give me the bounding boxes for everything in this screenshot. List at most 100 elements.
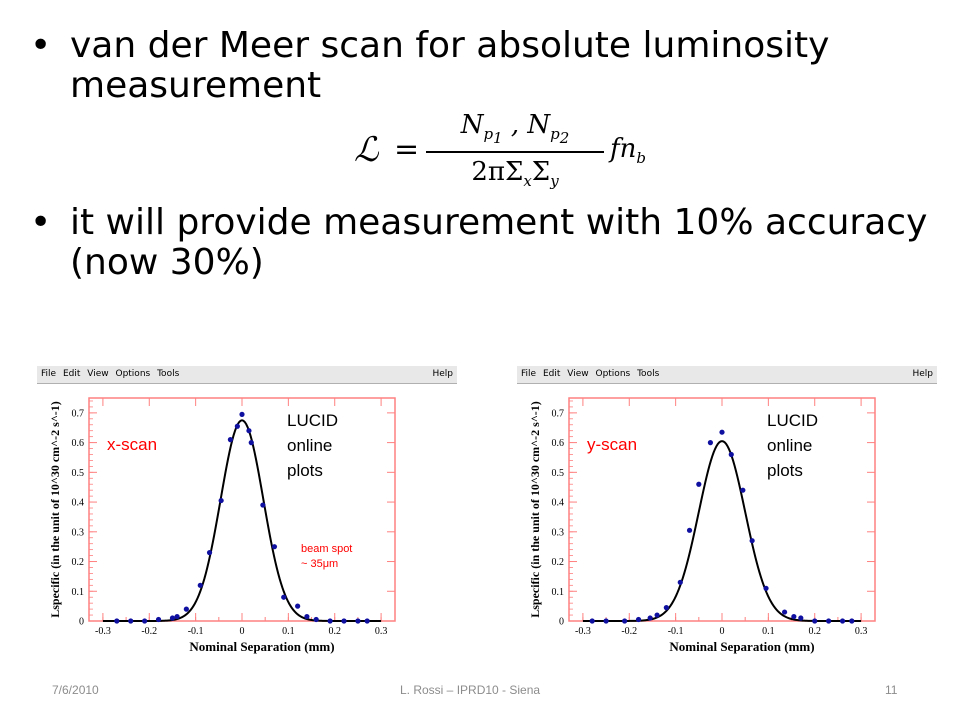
y-axis-label: Lspecific (in the unit of 10^30 cm^-2 s^… — [48, 401, 62, 618]
data-point — [622, 618, 628, 624]
data-point — [696, 481, 702, 487]
x-tick-label: -0.3 — [575, 626, 591, 637]
data-point — [839, 618, 846, 624]
x-tick-label: 0.2 — [328, 626, 341, 637]
data-point — [239, 411, 245, 417]
data-point — [155, 616, 162, 623]
plot-frame — [88, 397, 396, 622]
menu-view[interactable]: View — [567, 369, 589, 379]
footer-date: 7/6/2010 — [52, 683, 99, 697]
root-canvas-window-yscan: File Edit View Options Tools Help -0.3 -0… — [517, 366, 937, 666]
menu-options[interactable]: Options — [115, 369, 151, 379]
data-point — [341, 618, 347, 624]
x-tick-label: -0.1 — [188, 626, 204, 637]
data-point — [234, 423, 240, 429]
data-point — [677, 579, 683, 585]
menu-bar: File Edit View Options Tools Help — [37, 366, 457, 384]
menu-file[interactable]: File — [41, 369, 57, 379]
y-tick-label: 0 — [79, 617, 84, 628]
lucid-annotation-line: plots — [287, 461, 323, 480]
y-tick-label: 0.5 — [72, 468, 85, 479]
y-tick-label: 0.3 — [72, 527, 85, 538]
gaussian-fit-curve — [102, 419, 382, 622]
x-tick-label: 0.1 — [282, 626, 295, 637]
data-point — [781, 609, 788, 615]
data-point — [749, 538, 755, 544]
x-tick-label: 0.1 — [762, 626, 775, 637]
menu-tools[interactable]: Tools — [157, 369, 180, 379]
x-scan-chart: -0.3 -0.2 -0.1 0 0.1 0.2 0.3 0 0.1 0.2 0.3 0.4 0.5 0.… — [48, 397, 396, 654]
lucid-annotation-line: LUCID — [287, 411, 338, 430]
menu-help[interactable]: Help — [432, 369, 453, 379]
menu-file[interactable]: File — [521, 369, 537, 379]
menu-edit[interactable]: Edit — [542, 369, 561, 379]
menu-tools[interactable]: Tools — [637, 369, 660, 379]
data-point — [654, 612, 660, 618]
y-axis-label: Lspecific (in the unit of 10^30 cm^-2 s^… — [528, 401, 542, 618]
data-point — [707, 440, 714, 446]
bullet-text: van der Meer scan for absolute luminosit… — [70, 25, 830, 106]
data-point — [281, 594, 287, 600]
y-tick-label: 0.4 — [72, 498, 85, 509]
menu-view[interactable]: View — [87, 369, 109, 379]
footer-page-number: 11 — [885, 683, 898, 697]
y-tick-label: 0.7 — [72, 408, 85, 419]
x-axis-label: Nominal Separation (mm) — [669, 639, 814, 654]
x-tick-label: 0 — [720, 626, 725, 637]
data-point — [603, 618, 609, 624]
data-point — [227, 437, 234, 443]
menu-bar: File Edit View Options Tools Help — [517, 366, 937, 384]
x-tick-label: 0.3 — [375, 626, 388, 637]
data-point — [271, 544, 278, 550]
y-tick-label: 0.5 — [552, 468, 565, 479]
data-point — [218, 497, 224, 504]
formula-numerator: Np1 , Np2 — [426, 110, 604, 154]
footer-author: L. Rossi – IPRD10 - Siena — [400, 683, 541, 697]
y-scan-chart: -0.3 -0.2 -0.1 0 0.1 0.2 0.3 0 0.1 0.2 0.3 0.4 0.5 0.… — [528, 397, 876, 654]
data-point — [206, 550, 213, 556]
data-point — [635, 616, 642, 623]
y-tick-label: 0.4 — [552, 498, 565, 509]
data-point — [313, 616, 319, 623]
x-axis-label: Nominal Separation (mm) — [189, 639, 334, 654]
y-tick-label: 0.2 — [72, 557, 85, 568]
menu-help[interactable]: Help — [912, 369, 933, 379]
data-point — [260, 502, 266, 508]
data-point — [826, 618, 832, 624]
y-tick-label: 0.7 — [552, 408, 565, 419]
menu-edit[interactable]: Edit — [62, 369, 81, 379]
y-tick-label: 0.2 — [552, 557, 565, 568]
data-point — [327, 618, 333, 624]
data-point — [763, 585, 769, 591]
data-point — [183, 606, 189, 612]
data-point — [128, 618, 134, 624]
bullet-dot: • — [30, 25, 52, 66]
plot-canvas: -0.3 -0.2 -0.1 0 0.1 0.2 0.3 0 0.1 0.2 0.3 0.4 0.5 0.… — [37, 384, 457, 666]
x-tick-label: 0 — [240, 626, 245, 637]
data-point — [663, 605, 669, 611]
lucid-annotation-line: online — [767, 436, 812, 455]
data-point — [142, 618, 148, 624]
formula-fraction: Np1 , Np2 2πΣxΣy — [426, 110, 604, 190]
data-point — [248, 440, 254, 446]
bullet-text: it will provide measurement with 10% acc… — [70, 202, 928, 283]
data-point — [589, 618, 595, 624]
x-tick-label: 0.3 — [855, 626, 868, 637]
formula-tail: fnb — [610, 134, 646, 168]
x-tick-label: -0.3 — [95, 626, 111, 637]
menu-options[interactable]: Options — [595, 369, 631, 379]
formula-denominator: 2πΣxΣy — [471, 157, 559, 191]
luminosity-formula: ℒ = Np1 , Np2 2πΣxΣy fnb — [354, 110, 646, 190]
lucid-annotation-line: plots — [767, 461, 803, 480]
data-point — [728, 451, 734, 458]
data-point — [812, 618, 818, 624]
y-tick-label: 0.6 — [72, 438, 85, 449]
data-point — [197, 582, 203, 588]
data-point — [686, 527, 693, 533]
data-point — [174, 613, 180, 620]
data-point — [304, 613, 310, 620]
data-point — [355, 618, 361, 624]
beam-spot-note: ~ 35μm — [301, 558, 338, 570]
data-point — [114, 618, 120, 624]
y-tick-label: 0.6 — [552, 438, 565, 449]
